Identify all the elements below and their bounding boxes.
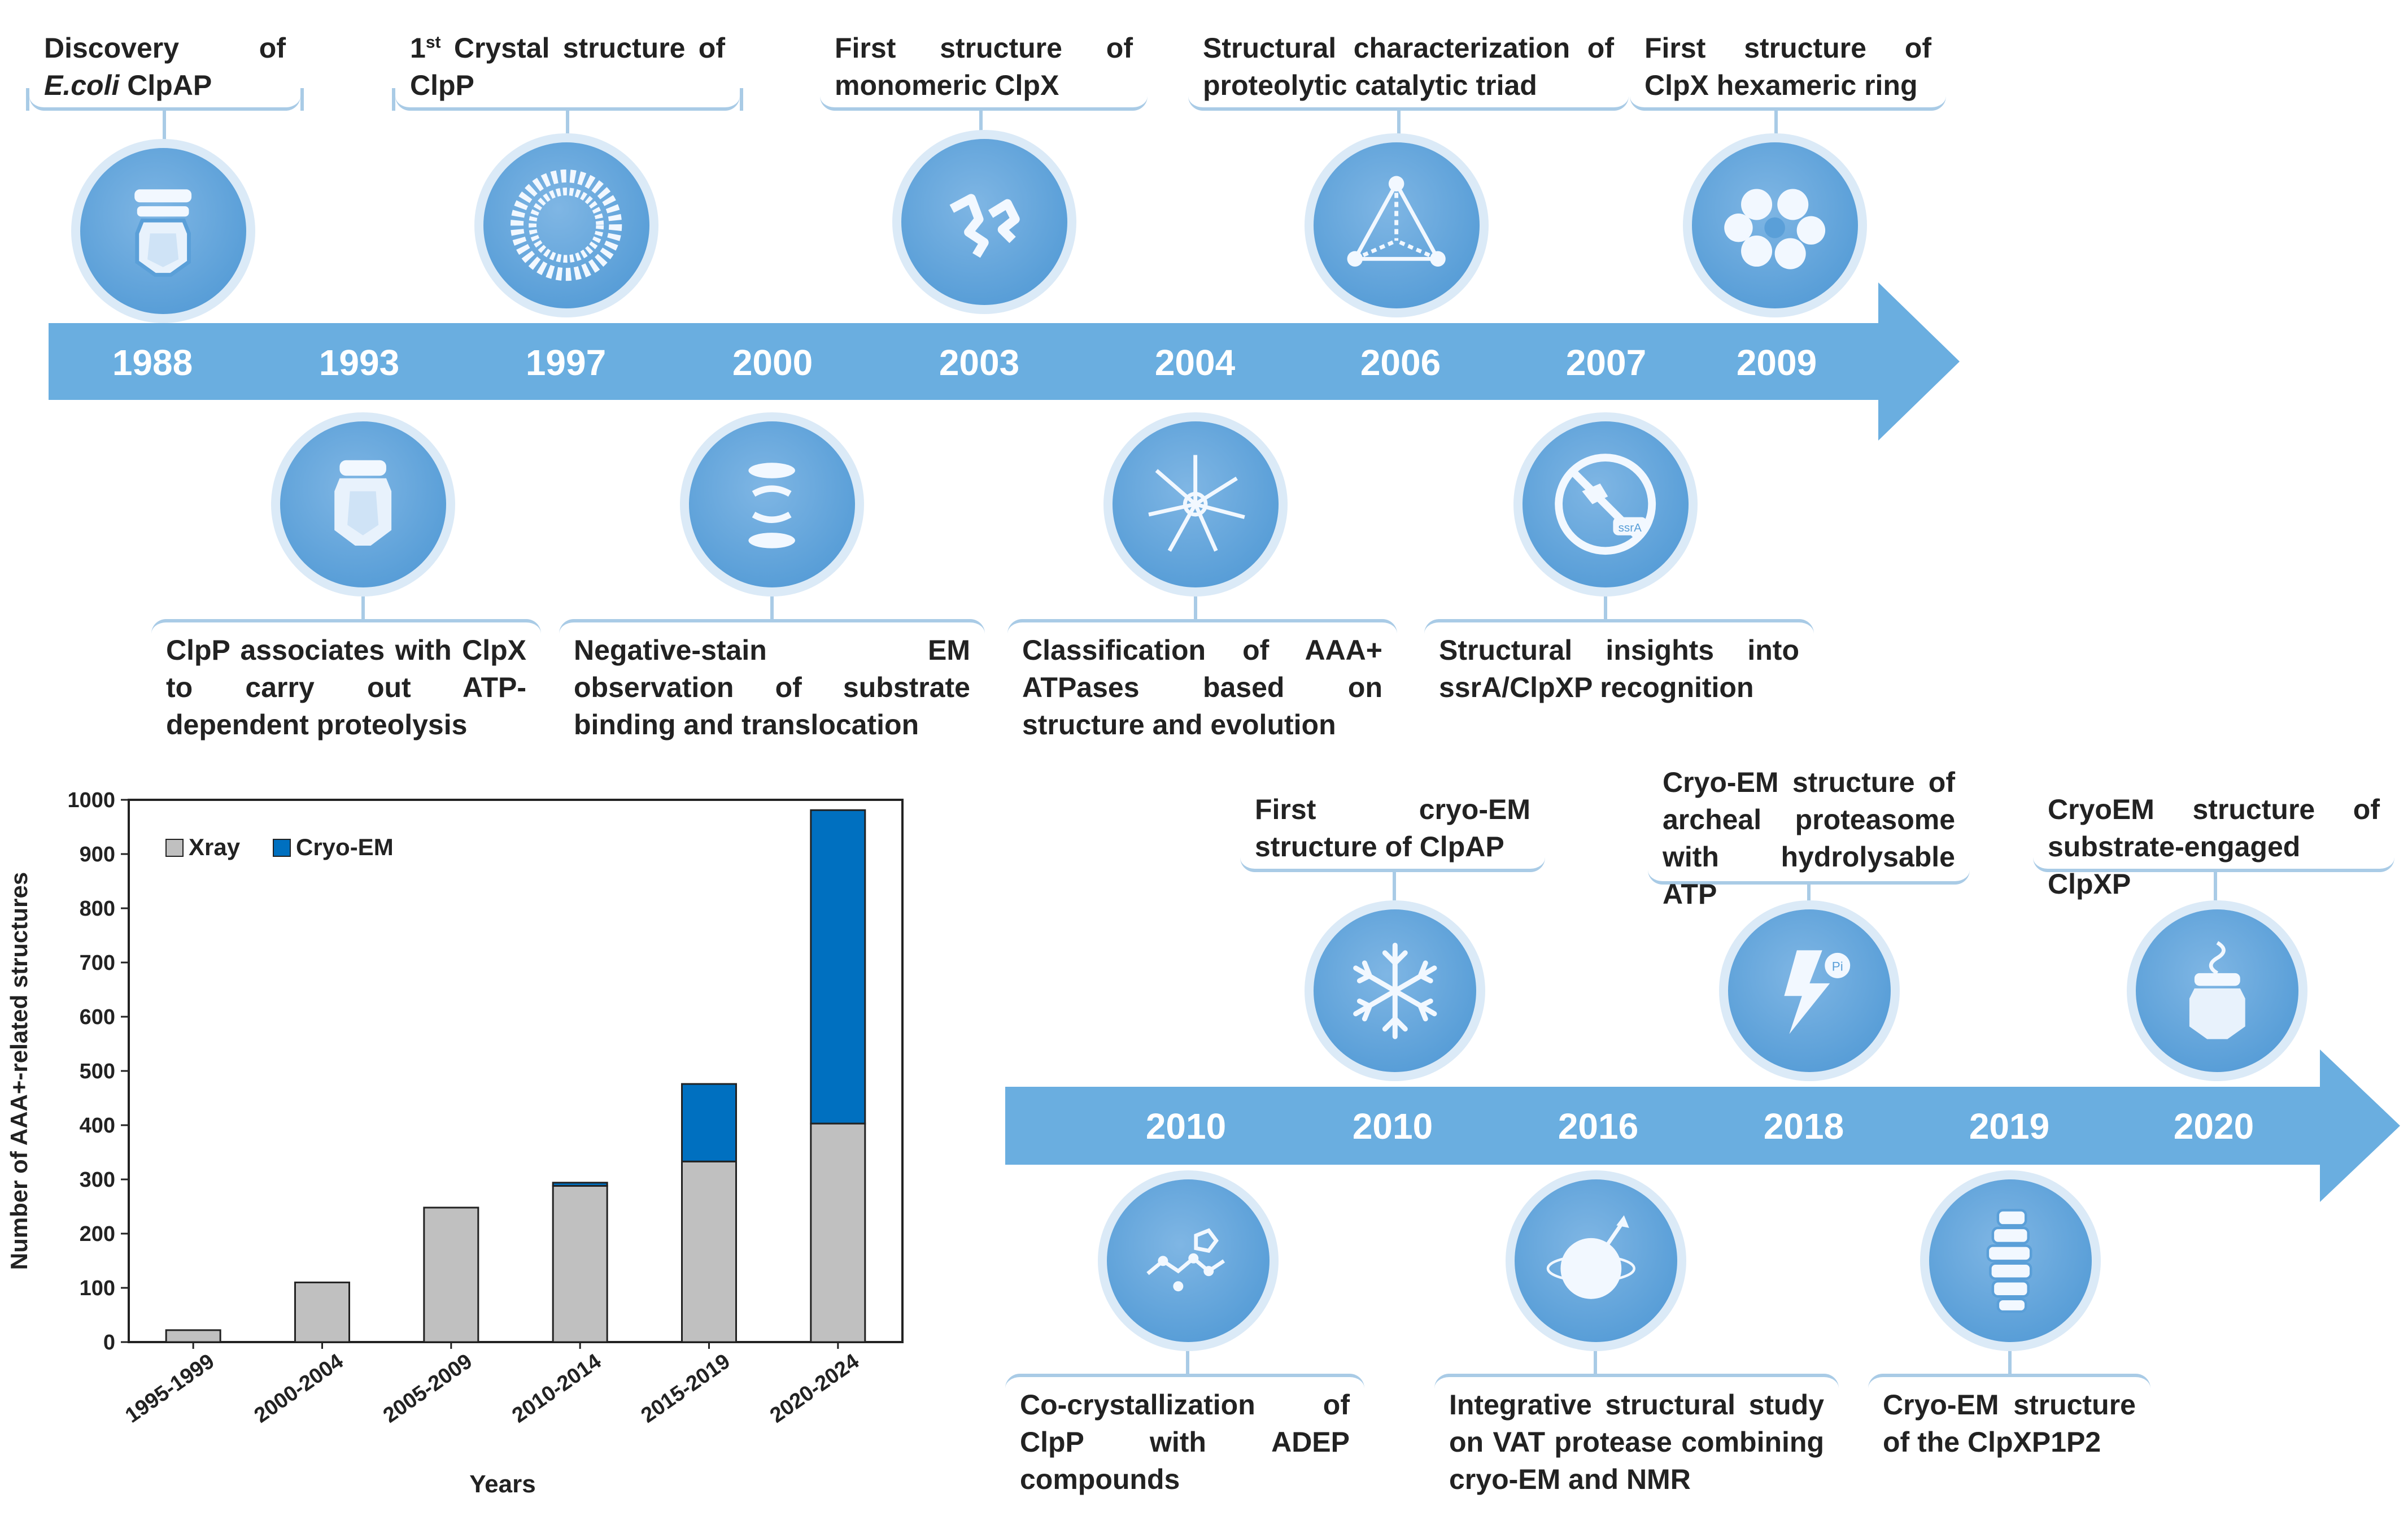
x-tick-label: 1995-1999 [121, 1349, 219, 1428]
bottom-timeline-arrow [1005, 1049, 2400, 1202]
year-label: 2009 [1736, 342, 1817, 383]
y-tick-label: 1000 [67, 789, 115, 812]
y-tick-label: 100 [80, 1277, 115, 1300]
chart-plot-frame [128, 799, 904, 1343]
event-card-adep: Co-crystallization of ClpP with ADEP com… [1005, 1374, 1364, 1495]
event-card-vat-protease: Integrative structural study on VAT prot… [1434, 1374, 1839, 1504]
year-label: 2020 [2173, 1106, 2254, 1147]
year-label: 1997 [525, 342, 607, 383]
y-tick-label: 600 [80, 1005, 115, 1029]
bar-xray-1995-1999 [165, 1329, 221, 1343]
y-tick-label: 200 [80, 1222, 115, 1246]
year-label: 2010 [1145, 1106, 1227, 1147]
year-label: 2018 [1763, 1106, 1844, 1147]
clpx-hexamer-icon [1683, 133, 1867, 317]
x-tick-label: 2005-2009 [379, 1349, 477, 1428]
clpxp1p2-icon [1920, 1170, 2101, 1351]
snowflake-icon [1305, 900, 1485, 1081]
bar-cryo-em-2020-2024 [810, 809, 866, 1125]
event-card-catalytic-triad: Structural characterization of proteolyt… [1188, 20, 1629, 111]
event-card-clpp-crystal: 1st Crystal structure of ClpP [392, 20, 743, 111]
bar-cryo-em-2015-2019 [681, 1083, 737, 1162]
aaa-structures-chart: Number of AAA+-related structures Years … [6, 789, 904, 1498]
bar-xray-2020-2024 [810, 1122, 866, 1343]
adep-molecule-icon [1098, 1170, 1279, 1351]
chart-y-label: Number of AAA+-related structures [6, 872, 32, 1270]
negative-stain-icon [680, 412, 864, 596]
bar-xray-2015-2019 [681, 1160, 737, 1343]
year-label: 1988 [112, 342, 193, 383]
year-label: 1993 [319, 342, 400, 383]
clpxp-complex-icon [271, 412, 455, 596]
y-tick-label: 800 [80, 897, 115, 921]
y-tick-label: 900 [80, 843, 115, 866]
bar-xray-2010-2014 [552, 1185, 608, 1343]
event-card-substrate-clpxp: CryoEM structure of substrate-engaged Cl… [2033, 782, 2394, 900]
legend-swatch-cryoem [273, 839, 291, 857]
nmr-sphere-icon [1506, 1170, 1686, 1351]
event-card-clpxp1p2: Cryo-EM structure of the ClpXP1P2 [1868, 1374, 2150, 1464]
year-label: 2006 [1360, 342, 1441, 383]
y-tick-label: 0 [103, 1331, 115, 1355]
event-card-clpap-discovery: Discovery of E.coli ClpAP [26, 20, 304, 111]
event-card-archaeal-proteasome: Cryo-EM structure of archeal proteasome … [1648, 755, 1970, 910]
bar-cryo-em-2010-2014 [552, 1182, 608, 1187]
catalytic-triad-icon [1305, 133, 1489, 317]
clpap-icon [71, 139, 255, 323]
event-card-aaa-classification: Classification of AAA+ ATPases based on … [1007, 619, 1397, 743]
x-tick-label: 2015-2019 [637, 1349, 735, 1428]
event-card-clpp-clpx: ClpP associates with ClpX to carry out A… [151, 619, 541, 743]
bar-xray-2005-2009 [423, 1207, 479, 1343]
phylogeny-icon [1103, 412, 1288, 596]
x-tick-label: 2020-2024 [766, 1349, 863, 1428]
year-label: 2003 [939, 342, 1020, 383]
year-label: 2004 [1154, 342, 1236, 383]
year-label: 2007 [1565, 342, 1647, 383]
y-tick-label: 300 [80, 1168, 115, 1192]
top-timeline-arrow [49, 282, 1960, 441]
event-card-cryoem-clpap: First cryo-EM structure of ClpAP [1240, 782, 1545, 872]
x-tick-label: 2010-2014 [508, 1349, 605, 1428]
year-label: 2019 [1969, 1106, 2050, 1147]
y-tick-label: 400 [80, 1114, 115, 1138]
svg-text:Pi: Pi [1831, 959, 1843, 973]
year-label: 2000 [732, 342, 813, 383]
ssra-icon: ssrA [1513, 412, 1698, 596]
y-tick-label: 500 [80, 1060, 115, 1083]
lightning-icon: Pi [1719, 900, 1900, 1081]
svg-text:ssrA: ssrA [1619, 521, 1642, 534]
year-label: 2010 [1352, 1106, 1433, 1147]
event-card-clpx-hexamer: First structure of ClpX hexameric ring [1630, 20, 1946, 111]
substrate-engaged-icon [2127, 900, 2307, 1081]
chart-x-label: Years [469, 1470, 535, 1498]
legend-label-xray: Xray [189, 834, 241, 860]
clpp-crystal-icon [474, 133, 658, 317]
year-label: 2016 [1558, 1106, 1639, 1147]
x-tick-label: 2000-2004 [250, 1349, 348, 1428]
event-card-ssra: Structural insights into ssrA/ClpXP reco… [1424, 619, 1814, 709]
legend-label-cryoem: Cryo-EM [296, 834, 394, 860]
event-card-clpx-monomer: First structure of monomeric ClpX [820, 20, 1148, 111]
legend-swatch-xray [165, 839, 184, 857]
clpx-monomer-icon [892, 130, 1076, 314]
bar-xray-2000-2004 [294, 1281, 350, 1343]
event-card-negative-stain: Negative-stain EM observation of substra… [559, 619, 985, 743]
y-tick-label: 700 [80, 951, 115, 975]
